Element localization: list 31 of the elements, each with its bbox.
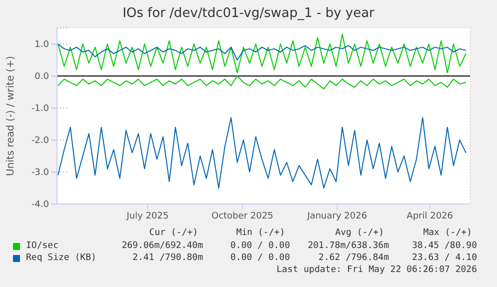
text: Cur (-/+) (148, 228, 198, 238)
legend-label: Req Size (KB) (26, 253, 96, 263)
line-series (58, 76, 466, 90)
x-tick-label: October 2025 (211, 211, 274, 222)
text: Max (-/+) (423, 228, 472, 238)
y-tick-label: -3.0 (31, 168, 50, 178)
chart-title: IOs for /dev/tdc01-vg/swap_1 - by year (122, 6, 376, 21)
legend-label: IO/sec (26, 241, 59, 251)
y-tick-label: -1.0 (31, 104, 50, 114)
text: 23.63 / 4.10 (412, 253, 477, 263)
text: Avg (-/+) (334, 228, 384, 238)
x-tick-label: July 2025 (126, 211, 169, 222)
text: 2.41 /790.80m (132, 253, 203, 263)
y-tick-label: 1.0 (34, 40, 50, 50)
line-series (58, 117, 466, 188)
y-tick-label: -4.0 (31, 200, 50, 210)
text: Min (-/+) (236, 228, 285, 238)
text: Last update: Fri May 22 06:26:07 2026 (276, 265, 477, 275)
x-tick-label: January 2026 (306, 211, 368, 222)
y-axis-title: Units read (-) / write (+) (6, 56, 17, 176)
text: 201.78m/638.36m (306, 241, 389, 251)
text: 0.00 / 0.00 (230, 253, 290, 263)
text: 269.06m/692.40m (120, 241, 203, 251)
line-series (58, 34, 466, 74)
x-tick-label: April 2026 (406, 211, 454, 222)
text: 38.45 /80.90 (412, 241, 477, 251)
y-tick-label: 0.0 (34, 72, 50, 82)
text: 2.62 /796.84m (318, 253, 389, 263)
text: 0.00 / 0.00 (230, 241, 290, 251)
line-series (58, 44, 466, 60)
y-tick-label: -2.0 (31, 136, 50, 146)
